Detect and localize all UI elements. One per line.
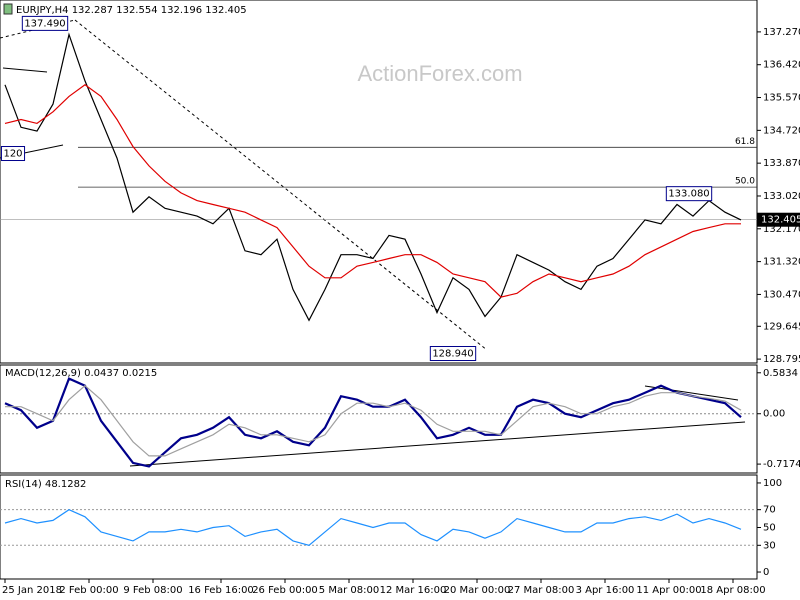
watermark: ActionForex.com [357,61,522,86]
y-tick-label: 129.645 [763,321,800,332]
rsi-title: RSI(14) 48.1282 [5,479,86,490]
annotation-label: 133.080 [668,189,709,200]
last-price-label: 132.405 [761,215,800,226]
annotation-label: 128.940 [432,349,473,360]
annotation-label: 120 [3,149,22,160]
y-tick-label: 137.270 [763,27,800,38]
y-tick-label: 70 [763,505,776,516]
x-tick-label: 16 Feb 16:00 [188,585,254,596]
price-panel [0,0,758,364]
x-tick-label: 11 Apr 00:00 [636,585,701,596]
y-tick-label: 131.320 [763,257,800,268]
trendline [644,385,739,401]
trendline [129,421,746,467]
x-tick-label: 9 Feb 08:00 [123,585,182,596]
x-tick-label: 20 Mar 00:00 [444,585,511,596]
annotation-box [429,346,477,362]
rsi-panel [0,474,758,580]
series-line [4,32,742,322]
fib-label: 50.0 [735,177,755,187]
y-tick-label: 0.5834 [763,368,798,379]
series-line [4,377,742,468]
annotation-box [665,186,713,202]
series-line [4,509,742,546]
x-tick-label: 3 Apr 16:00 [576,585,635,596]
y-tick-label: 130.470 [763,289,800,300]
annotation-box [0,146,26,162]
y-tick-label: 136.420 [763,60,800,71]
y-tick-label: 50 [763,522,776,533]
x-tick-label: 12 Mar 16:00 [380,585,447,596]
y-tick-label: 134.720 [763,125,800,136]
trendline [74,19,488,351]
annotation-box [21,15,69,31]
y-tick-label: 30 [763,540,776,551]
y-tick-label: 135.570 [763,93,800,104]
x-tick-label: 25 Jan 2018 [2,585,62,596]
y-tick-label: 133.020 [763,191,800,202]
y-tick-label: -0.7174 [763,459,800,470]
x-tick-label: 2 Feb 00:00 [59,585,118,596]
y-tick-label: 0 [763,567,769,578]
header: EURJPY,H4 132.287 132.554 132.196 132.40… [16,5,247,16]
symbol-icon [3,3,13,15]
series-line [4,84,741,298]
y-tick-label: 128.795 [763,354,800,365]
y-tick-label: 0.00 [763,409,785,420]
trendline [2,67,48,73]
y-tick-label: 133.870 [763,158,800,169]
x-tick-label: 27 Mar 08:00 [508,585,575,596]
series-line [5,384,742,457]
x-tick-label: 5 Mar 08:00 [319,585,379,596]
macd-panel [0,364,758,474]
x-tick-label: 26 Feb 00:00 [252,585,318,596]
macd-title: MACD(12,26,9) 0.0437 0.0215 [5,368,157,379]
y-tick-label: 100 [763,478,782,489]
fib-label: 61.8 [735,137,755,147]
y-tick-label: 132.170 [763,224,800,235]
x-tick-label: 18 Apr 08:00 [700,585,765,596]
last-price-box [757,212,800,227]
annotation-label: 137.490 [24,18,65,29]
